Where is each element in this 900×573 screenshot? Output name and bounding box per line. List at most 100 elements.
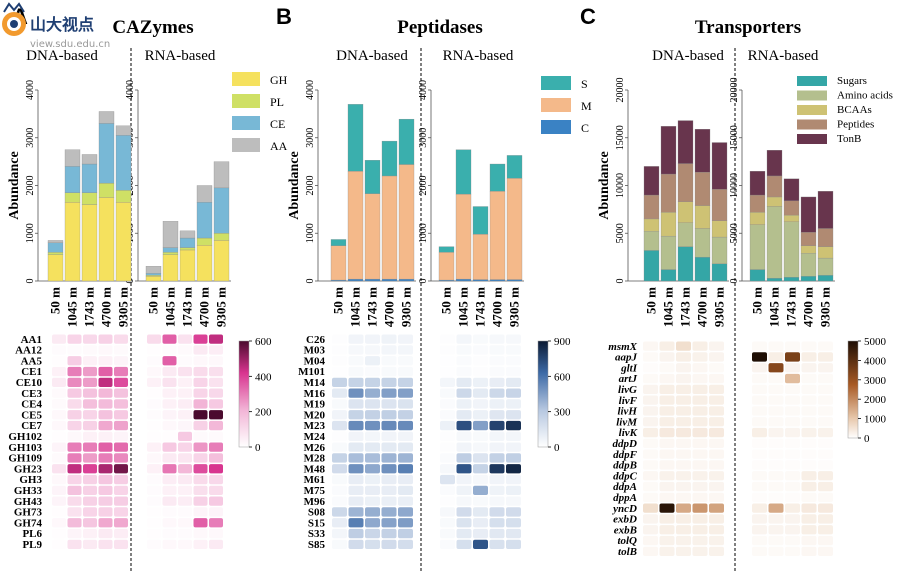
heatmap-cell-dna bbox=[114, 496, 128, 506]
x-tick-label: 1743 m bbox=[180, 287, 195, 327]
heatmap-cell-rna bbox=[193, 507, 208, 517]
bar-dna-tonb bbox=[711, 142, 728, 190]
heatmap-cell-rna bbox=[489, 334, 505, 344]
heatmap-cell-dna bbox=[332, 507, 347, 517]
heatmap-cell-dna bbox=[83, 474, 97, 485]
bar-rna-s bbox=[438, 246, 455, 253]
heatmap-cell-rna bbox=[801, 406, 817, 416]
heatmap-cell-rna bbox=[473, 518, 488, 528]
x-tick-label: 4700 m bbox=[490, 287, 505, 327]
heatmap-cell-rna bbox=[506, 366, 521, 377]
bar-rna-sugars bbox=[800, 276, 817, 282]
y-tick-label: 10000 bbox=[615, 173, 626, 198]
heatmap-cell-rna bbox=[147, 345, 161, 355]
heatmap-cell-dna bbox=[398, 496, 413, 506]
heatmap-cell-dna bbox=[709, 514, 724, 524]
bar-rna-ce bbox=[145, 273, 162, 276]
heatmap-cell-dna bbox=[643, 503, 658, 513]
heatmap-cell-rna bbox=[506, 474, 521, 485]
bar-rna-gh bbox=[196, 245, 213, 282]
heatmap-cell-rna bbox=[440, 528, 455, 539]
heatmap-cell-dna bbox=[709, 438, 724, 448]
heatmap-row-label: M24 bbox=[304, 431, 326, 443]
heatmap-cell-rna bbox=[768, 406, 784, 416]
heatmap-cell-dna bbox=[709, 427, 724, 438]
heatmap-cell-dna bbox=[398, 431, 413, 441]
heatmap-cell-rna bbox=[489, 366, 505, 377]
heatmap-cell-dna bbox=[692, 395, 708, 405]
heatmap-cell-dna bbox=[709, 535, 724, 546]
heatmap-cell-dna bbox=[365, 334, 380, 344]
heatmap-cell-dna bbox=[692, 438, 708, 448]
bar-dna-amino-acids bbox=[677, 222, 694, 247]
bar-dna-gh bbox=[64, 202, 81, 282]
watermark: 山大视点 view.sdu.edu.cn bbox=[2, 2, 110, 50]
heatmap-cell-dna bbox=[52, 474, 66, 485]
heatmap-cell-rna bbox=[178, 356, 192, 366]
y-tick-label: 1000 bbox=[418, 223, 429, 243]
y-axis-label: Abundance bbox=[7, 151, 22, 219]
heatmap-cell-dna bbox=[643, 471, 658, 481]
x-tick-label: 50 m bbox=[644, 287, 659, 314]
heatmap-cell-dna bbox=[709, 373, 724, 384]
heatmap-cell-dna bbox=[365, 345, 380, 355]
y-tick-label: 0 bbox=[305, 279, 316, 284]
heatmap-cell-dna bbox=[381, 345, 397, 355]
heatmap-cell-rna bbox=[456, 334, 472, 344]
heatmap-cell-rna bbox=[473, 388, 488, 398]
heatmap-cell-dna bbox=[365, 388, 380, 398]
heatmap-cell-dna bbox=[98, 431, 113, 441]
heatmap-cell-dna bbox=[52, 366, 66, 377]
heatmap-cell-rna bbox=[506, 453, 521, 463]
heatmap-cell-rna bbox=[801, 449, 817, 459]
heatmap-cell-rna bbox=[178, 366, 192, 377]
heatmap-cell-dna bbox=[365, 528, 380, 539]
heatmap-cell-rna bbox=[456, 442, 472, 452]
heatmap-cell-dna bbox=[692, 525, 708, 535]
heatmap-cell-rna bbox=[818, 395, 833, 405]
heatmap-cell-dna bbox=[643, 460, 658, 470]
heatmap-cell-rna bbox=[785, 395, 800, 405]
panel-title: Peptidases bbox=[397, 17, 483, 38]
heatmap-cell-dna bbox=[643, 352, 658, 362]
legend-label: C bbox=[581, 121, 589, 135]
heatmap-cell-rna bbox=[178, 453, 192, 463]
heatmap-cell-dna bbox=[332, 356, 347, 366]
heatmap-cell-dna bbox=[114, 528, 128, 539]
heatmap-cell-dna bbox=[692, 535, 708, 546]
bar-dna-pl bbox=[64, 192, 81, 203]
heatmap-cell-rna bbox=[193, 388, 208, 398]
heatmap-cell-rna bbox=[506, 539, 521, 549]
legend-label: Amino acids bbox=[837, 90, 893, 102]
heatmap-cell-rna bbox=[506, 410, 521, 420]
heatmap-cell-rna bbox=[768, 514, 784, 524]
heatmap-cell-dna bbox=[348, 528, 364, 539]
x-tick-label: 1045 m bbox=[348, 287, 363, 327]
heatmap-cell-dna bbox=[332, 377, 347, 387]
bar-rna-aa bbox=[196, 185, 213, 203]
heatmap-cell-dna bbox=[692, 449, 708, 459]
heatmap-cell-dna bbox=[98, 410, 113, 420]
bar-dna-aa bbox=[115, 125, 132, 136]
heatmap-cell-dna bbox=[398, 345, 413, 355]
y-tick-label: 15000 bbox=[729, 125, 740, 150]
heatmap-cell-rna bbox=[440, 485, 455, 495]
bar-rna-s bbox=[472, 206, 489, 235]
bar-dna-tonb bbox=[677, 120, 694, 164]
heatmap-cell-rna bbox=[209, 388, 223, 398]
heatmap-cell-dna bbox=[692, 341, 708, 351]
heatmap-row-label: livG bbox=[618, 384, 637, 396]
heatmap-cell-rna bbox=[440, 539, 455, 549]
heatmap-cell-rna bbox=[818, 427, 833, 438]
heatmap-cell-rna bbox=[147, 356, 161, 366]
heatmap-cell-dna bbox=[365, 485, 380, 495]
heatmap-cell-rna bbox=[785, 373, 800, 384]
bar-rna-sugars bbox=[749, 269, 766, 282]
heatmap-cell-rna bbox=[489, 377, 505, 387]
heatmap-cell-rna bbox=[785, 406, 800, 416]
heatmap-cell-rna bbox=[489, 464, 505, 474]
heatmap-cell-dna bbox=[709, 492, 724, 502]
heatmap-row-label: ddpB bbox=[613, 460, 637, 472]
heatmap-cell-rna bbox=[162, 420, 177, 431]
bar-dna-amino-acids bbox=[711, 236, 728, 264]
